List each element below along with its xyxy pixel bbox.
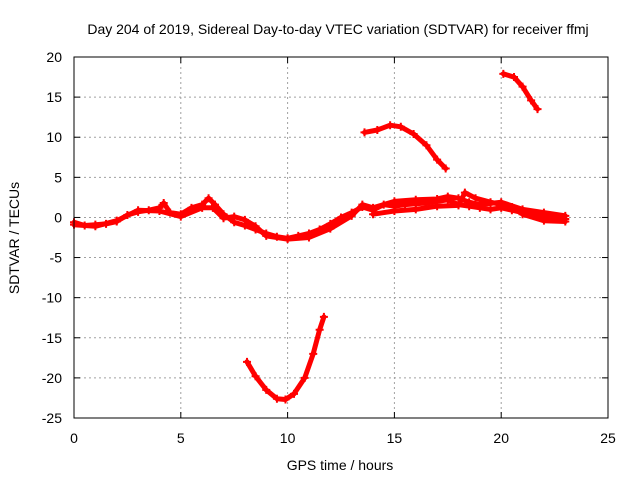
data-point xyxy=(272,394,281,403)
data-point xyxy=(373,126,382,135)
data-point xyxy=(112,216,121,225)
data-point xyxy=(155,207,164,216)
data-point xyxy=(134,206,143,215)
data-point xyxy=(507,203,516,212)
data-point xyxy=(441,164,450,173)
data-point xyxy=(251,222,260,231)
data-point xyxy=(486,205,495,214)
axis-ticks xyxy=(73,56,609,419)
plot-frame xyxy=(73,56,609,419)
series-arc-mid xyxy=(360,121,450,173)
grid-lines xyxy=(74,57,608,418)
data-point xyxy=(281,395,290,404)
x-tick-label: 15 xyxy=(387,430,403,446)
series-main-band-c xyxy=(369,188,570,226)
data-point xyxy=(319,312,328,321)
y-tick-label: -10 xyxy=(42,290,62,306)
data-point xyxy=(198,203,207,212)
x-tick-label: 20 xyxy=(493,430,509,446)
y-tick-label: 5 xyxy=(54,169,62,185)
data-point xyxy=(208,203,217,212)
y-tick-label: -15 xyxy=(42,330,62,346)
series-arc-high xyxy=(499,69,542,114)
y-axis-label: SDTVAR / TECUs xyxy=(6,182,22,294)
data-point xyxy=(409,130,418,139)
data-point xyxy=(262,231,271,240)
data-point xyxy=(386,121,395,130)
data-point xyxy=(91,222,100,231)
data-point xyxy=(360,128,369,137)
data-point xyxy=(309,349,318,358)
data-point xyxy=(315,325,324,334)
y-tick-label: -5 xyxy=(50,250,63,266)
data-point xyxy=(433,194,442,203)
y-tick-label: 15 xyxy=(46,89,62,105)
data-point xyxy=(358,200,367,209)
data-point xyxy=(240,215,249,224)
x-tick-labels: 0 5 10 15 20 25 xyxy=(70,430,616,446)
x-tick-label: 5 xyxy=(177,430,185,446)
data-point xyxy=(283,235,292,244)
data-point xyxy=(454,201,463,210)
data-point xyxy=(204,194,213,203)
data-point xyxy=(422,141,431,150)
data-point xyxy=(510,73,519,82)
data-point xyxy=(219,214,228,223)
data-point xyxy=(443,192,452,201)
data-point xyxy=(486,198,495,207)
y-tick-labels: -25 -20 -15 -10 -5 0 5 10 15 20 xyxy=(42,49,62,426)
data-point xyxy=(561,217,570,226)
data-point xyxy=(390,197,399,206)
data-point xyxy=(347,211,356,220)
series-line xyxy=(500,71,540,112)
x-tick-label: 25 xyxy=(600,430,616,446)
data-point xyxy=(300,373,309,382)
data-point xyxy=(159,199,168,208)
data-point xyxy=(290,389,299,398)
data-point xyxy=(251,372,260,381)
data-point xyxy=(433,155,442,164)
data-point xyxy=(176,212,185,221)
y-tick-label: -25 xyxy=(42,410,62,426)
data-point xyxy=(475,200,484,209)
y-tick-label: 10 xyxy=(46,129,62,145)
y-tick-label: -20 xyxy=(42,370,62,386)
data-point xyxy=(539,208,548,217)
data-point xyxy=(460,188,469,197)
series-line xyxy=(244,314,327,402)
x-axis-label: GPS time / hours xyxy=(287,457,394,473)
data-point xyxy=(471,194,480,203)
x-tick-label: 10 xyxy=(280,430,296,446)
data-point xyxy=(533,105,542,114)
data-point xyxy=(465,198,474,207)
x-tick-label: 0 xyxy=(70,430,78,446)
data-point xyxy=(411,195,420,204)
data-point xyxy=(497,200,506,209)
data-point xyxy=(539,216,548,225)
y-tick-label: 20 xyxy=(46,49,62,65)
data-point xyxy=(369,210,378,219)
data-point xyxy=(433,202,442,211)
chart-title: Day 204 of 2019, Sidereal Day-to-day VTE… xyxy=(87,21,588,37)
data-point xyxy=(326,224,335,233)
y-tick-label: 0 xyxy=(54,209,62,225)
series-arc-low xyxy=(243,312,328,404)
data-point xyxy=(262,385,271,394)
data-point xyxy=(230,212,239,221)
data-point xyxy=(518,210,527,219)
series-main-band-b xyxy=(70,192,570,244)
data-point xyxy=(518,82,527,91)
data-point xyxy=(390,207,399,216)
data-point xyxy=(527,96,536,105)
data-point xyxy=(411,205,420,214)
data-series xyxy=(70,69,570,404)
data-point xyxy=(243,357,252,366)
data-point xyxy=(499,69,508,78)
data-point xyxy=(396,122,405,131)
data-point xyxy=(304,233,313,242)
